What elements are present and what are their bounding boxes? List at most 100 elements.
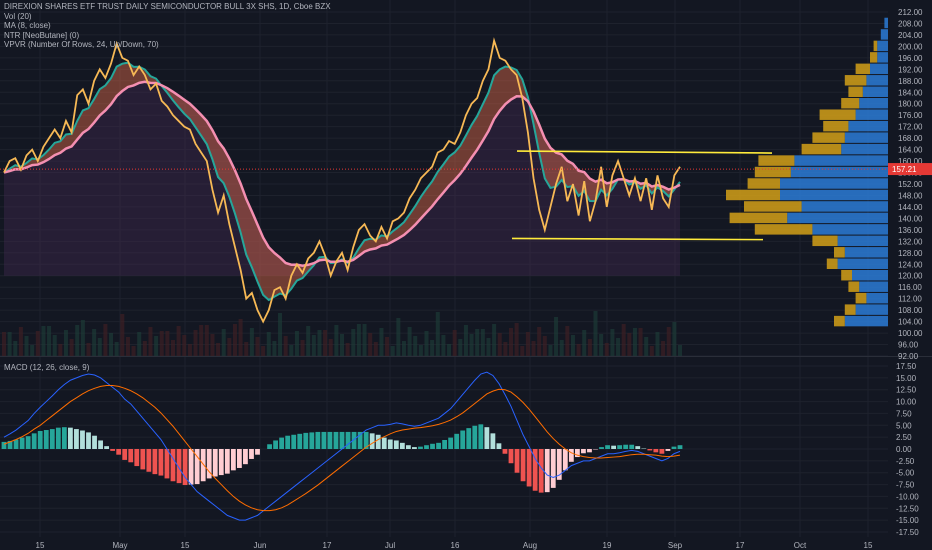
volume-bar — [278, 313, 283, 356]
macd-hist-bar — [623, 444, 629, 449]
vp-down-bar — [848, 86, 863, 97]
lower-support-line — [511, 237, 764, 241]
macd-hist-bar — [472, 425, 478, 449]
macd-hist-bar — [460, 430, 466, 449]
volume-bars — [2, 311, 682, 356]
price-axis[interactable]: 212.00 208.00 204.00 200.00 196.00 192.00 188.… — [898, 8, 923, 361]
volume-bar — [497, 333, 502, 356]
vp-down-bar — [834, 247, 845, 258]
macd-hist-bar — [574, 449, 580, 458]
volume-bar — [649, 346, 654, 356]
macd-hist-bar — [86, 432, 91, 449]
volume-bar — [131, 346, 136, 356]
vp-up-bar — [852, 270, 888, 281]
macd-hist-bar — [170, 449, 176, 482]
macd-hist-bar — [37, 430, 43, 449]
macd-hist-bar — [303, 432, 309, 449]
macd-hist-bar — [25, 436, 31, 449]
volume-bar — [249, 328, 254, 356]
volume-bar — [525, 332, 530, 356]
vp-down-bar — [726, 189, 780, 201]
macd-hist-bar — [249, 449, 254, 459]
macd-hist-bar — [134, 449, 140, 467]
macd-tick-label: 12.50 — [896, 386, 917, 395]
volume-bar — [576, 344, 581, 356]
time-tick-label: Jul — [385, 541, 395, 550]
macd-hist-bar — [104, 446, 110, 449]
legend-vpvr[interactable]: VPVR (Number Of Rows, 24, Up/Down, 70) — [4, 40, 159, 50]
macd-hist-bar — [587, 449, 592, 453]
volume-bar — [289, 345, 294, 356]
volume-bar — [311, 335, 316, 356]
volume-bar — [447, 344, 452, 356]
volume-bar — [480, 329, 485, 356]
price-tick-label: 160.00 — [898, 157, 923, 166]
vp-up-bar — [859, 281, 888, 292]
macd-hist-bar — [152, 449, 158, 475]
macd-hist-bar — [526, 449, 532, 487]
price-tick-label: 144.00 — [898, 203, 923, 212]
volume-bar — [18, 327, 23, 356]
macd-legend[interactable]: MACD (12, 26, close, 9) — [4, 363, 90, 372]
volume-bar — [272, 341, 277, 356]
macd-hist-bar — [61, 427, 67, 449]
macd-tick-label: 2.50 — [896, 433, 912, 442]
vp-down-bar — [812, 132, 845, 143]
legend-title[interactable]: DIREXION SHARES ETF TRUST DAILY SEMICOND… — [4, 2, 331, 11]
vp-up-bar — [870, 63, 888, 75]
vp-down-bar — [754, 224, 813, 235]
macd-hist-bar — [291, 434, 297, 449]
vp-up-bar — [812, 224, 888, 235]
volume-bar — [334, 325, 339, 356]
macd-axis[interactable]: 17.50 15.00 12.50 10.00 7.50 5.00 2.50 0.00 -2.5… — [896, 362, 919, 537]
time-axis[interactable]: 15 May 15 Jun 17 Jul 16 Aug 19 Sep 17 Oct 15 — [36, 541, 873, 550]
volume-bar — [86, 343, 91, 356]
volume-bar — [390, 346, 395, 356]
volume-bar — [171, 340, 175, 356]
vp-down-bar — [826, 258, 838, 269]
vp-up-bar — [862, 86, 888, 97]
macd-hist-bar — [67, 427, 73, 449]
volume-bar — [345, 343, 350, 356]
volume-bar — [593, 311, 598, 356]
legend-ntr[interactable]: NTR [NeoButane] (0) — [4, 30, 80, 40]
macd-hist-bar — [146, 449, 152, 472]
volume-bar — [300, 340, 305, 356]
macd-hist-bar — [393, 440, 399, 449]
legend-ma[interactable]: MA (8, close) — [4, 21, 51, 31]
volume-bar — [24, 336, 29, 356]
macd-tick-label: 10.00 — [896, 398, 917, 407]
macd-hist-bar — [478, 424, 484, 449]
volume-bar — [317, 330, 322, 356]
ntr-slow-line — [3, 80, 681, 268]
vp-down-bar — [823, 120, 849, 132]
volume-bar — [672, 322, 677, 356]
price-tick-label: 148.00 — [898, 191, 923, 200]
volume-bar — [548, 345, 553, 356]
macd-tick-label: -7.50 — [896, 481, 915, 490]
vp-down-bar — [855, 63, 870, 75]
macd-tick-label: 5.00 — [896, 421, 912, 430]
macd-hist-bar — [351, 431, 357, 449]
price-tick-label: 168.00 — [898, 134, 923, 143]
macd-hist-bar — [454, 433, 460, 449]
time-tick-label: Oct — [794, 541, 807, 550]
macd-hist-bar — [218, 449, 224, 476]
volume-bar — [542, 336, 547, 356]
volume-bar — [599, 334, 604, 356]
volume-bar — [418, 345, 423, 356]
volume-bar — [103, 324, 108, 356]
ntr-bands — [3, 61, 681, 302]
volume-bar — [30, 345, 35, 356]
vp-down-bar — [870, 52, 878, 63]
trend-annotations[interactable] — [511, 150, 773, 241]
legend-volume[interactable]: Vol (20) — [4, 11, 32, 21]
volume-bar — [255, 337, 260, 356]
volume-bar — [92, 329, 97, 356]
vp-down-bar — [841, 270, 852, 281]
volume-bar — [238, 319, 243, 356]
volume-bar — [424, 331, 429, 356]
volume-bar — [368, 333, 373, 356]
macd-hist-bar — [665, 449, 671, 451]
